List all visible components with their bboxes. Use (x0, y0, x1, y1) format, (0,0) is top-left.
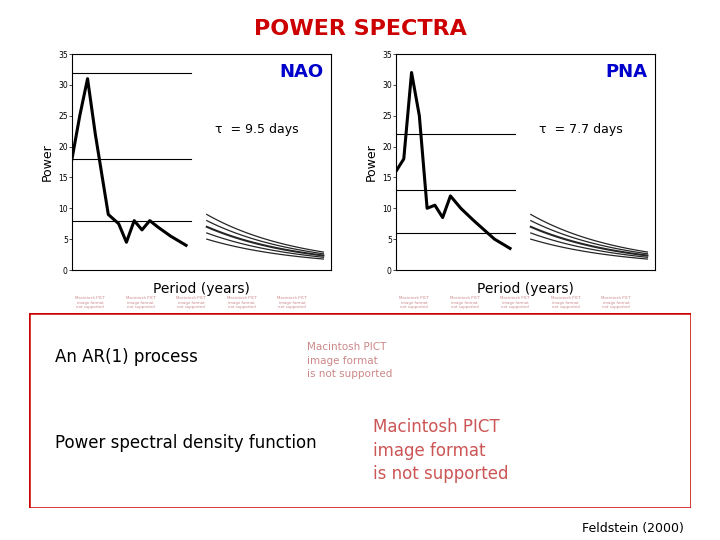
Text: An AR(1) process: An AR(1) process (55, 348, 198, 366)
Text: Macintosh PICT
image format
not supported: Macintosh PICT image format not supporte… (551, 296, 581, 309)
Text: Macintosh PICT
image format
not supported: Macintosh PICT image format not supporte… (176, 296, 206, 309)
Y-axis label: Power: Power (365, 143, 378, 181)
Text: Macintosh PICT
image format
not supported: Macintosh PICT image format not supporte… (601, 296, 631, 309)
Text: Macintosh PICT
image format
not supported: Macintosh PICT image format not supporte… (75, 296, 105, 309)
Text: Macintosh PICT
image format
not supported: Macintosh PICT image format not supporte… (227, 296, 257, 309)
Text: Macintosh PICT
image format
not supported: Macintosh PICT image format not supporte… (450, 296, 480, 309)
Text: τ  = 7.7 days: τ = 7.7 days (539, 123, 622, 136)
Text: Macintosh PICT
image format
is not supported: Macintosh PICT image format is not suppo… (373, 418, 509, 483)
FancyBboxPatch shape (29, 313, 691, 508)
Text: Power spectral density function: Power spectral density function (55, 434, 317, 452)
Text: Macintosh PICT
image format
not supported: Macintosh PICT image format not supporte… (399, 296, 429, 309)
Text: Period (years): Period (years) (153, 282, 250, 296)
Text: Macintosh PICT
image format
is not supported: Macintosh PICT image format is not suppo… (307, 342, 392, 379)
Text: Macintosh PICT
image format
not supported: Macintosh PICT image format not supporte… (126, 296, 156, 309)
Text: Macintosh PICT
image format
not supported: Macintosh PICT image format not supporte… (500, 296, 530, 309)
Text: Period (years): Period (years) (477, 282, 574, 296)
Y-axis label: Power: Power (41, 143, 54, 181)
Text: Macintosh PICT
image format
not supported: Macintosh PICT image format not supporte… (277, 296, 307, 309)
Text: POWER SPECTRA: POWER SPECTRA (253, 19, 467, 39)
Text: τ  = 9.5 days: τ = 9.5 days (215, 123, 298, 136)
Text: Feldstein (2000): Feldstein (2000) (582, 522, 684, 535)
Text: PNA: PNA (606, 63, 647, 80)
Text: NAO: NAO (279, 63, 323, 80)
